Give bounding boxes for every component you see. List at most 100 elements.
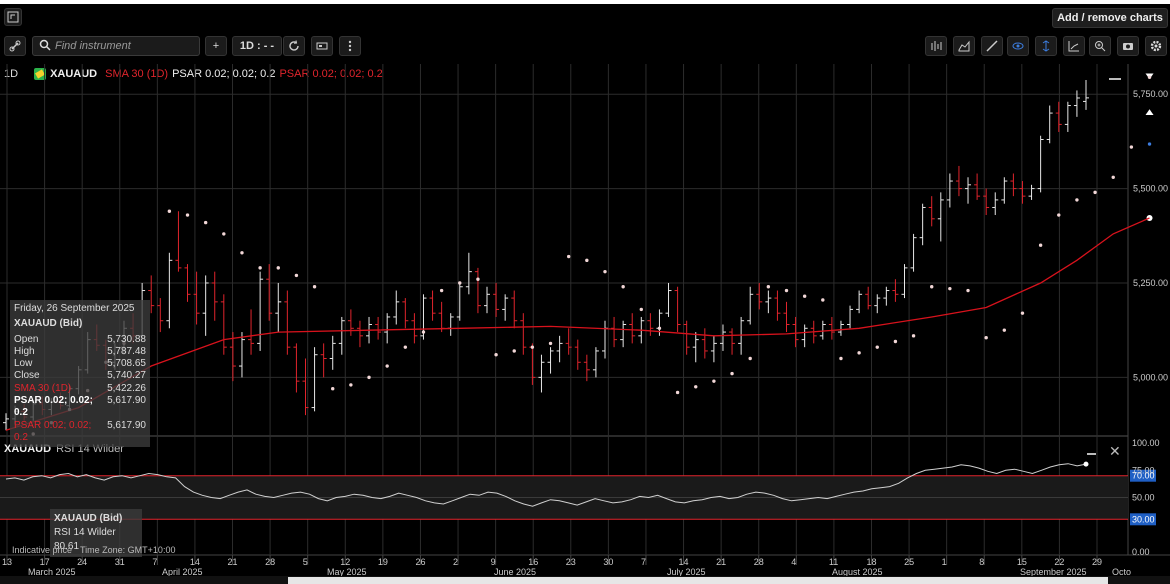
draw-line-icon[interactable] <box>981 36 1003 56</box>
more-options-icon[interactable] <box>339 36 361 56</box>
add-instrument-button[interactable]: + <box>205 36 227 56</box>
psar-dot <box>403 345 408 349</box>
rsi-pane-close-icon[interactable]: ✕ <box>1109 443 1121 459</box>
legend-psar-red[interactable]: PSAR 0.02; 0.02; 0.2 <box>279 68 383 80</box>
ohlc-bar <box>238 332 245 378</box>
x-day-label: 25 <box>904 557 914 567</box>
rsi-line <box>5 463 1087 507</box>
x-day-label: 1 <box>942 557 947 567</box>
link-icon[interactable] <box>4 36 26 56</box>
psar-dot <box>258 266 262 270</box>
axis-scale-icon[interactable] <box>1063 36 1085 56</box>
psar-dot <box>331 386 335 391</box>
refresh-icon[interactable] <box>283 36 305 56</box>
psar-dot <box>857 351 861 355</box>
x-day-label: 4 <box>791 557 796 567</box>
area-chart-icon[interactable] <box>953 36 975 56</box>
legend-psar-white[interactable]: PSAR 0.02; 0.02; 0.2 <box>172 68 276 80</box>
ohlc-bar <box>266 264 273 321</box>
search-input[interactable] <box>51 39 197 53</box>
ohlc-bar <box>1083 80 1089 110</box>
x-day-label: 16 <box>528 557 538 567</box>
ohlc-bar <box>1010 173 1017 197</box>
visibility-icon[interactable] <box>1007 36 1029 56</box>
psar-dot <box>911 334 916 338</box>
x-day-label: 21 <box>228 557 238 567</box>
ohlc-bar <box>529 343 536 385</box>
rsi-band-fill <box>0 475 1128 520</box>
camera-icon[interactable] <box>1117 36 1139 56</box>
chart-menu-icon[interactable] <box>4 8 22 26</box>
psar-dot <box>893 339 898 344</box>
tooltip-row-high: High 5,787.48 <box>14 345 146 357</box>
ohlc-bar <box>1064 101 1071 132</box>
ohlc-bar <box>601 320 608 359</box>
ohlc-bar <box>1073 90 1080 117</box>
x-day-label: 28 <box>265 557 275 567</box>
psar-dot <box>603 269 607 274</box>
x-day-label: 13 <box>2 557 12 567</box>
ohlc-bar <box>983 188 990 216</box>
legend-symbol[interactable]: XAUAUD <box>50 68 98 80</box>
ohlc-bar <box>202 275 209 336</box>
ohlc-bar <box>611 316 618 348</box>
y-tick-label: 5,250.00 <box>1133 278 1168 288</box>
ohlc-bar <box>311 347 318 412</box>
legend-sma[interactable]: SMA 30 (1D) <box>105 68 169 80</box>
time-scroll-bar[interactable] <box>0 576 1170 584</box>
ohlc-bar <box>856 290 863 314</box>
ohlc-bar <box>1055 101 1062 132</box>
ohlc-bar <box>547 347 554 374</box>
ohlc-bar <box>674 286 681 333</box>
ohlc-bar <box>384 313 391 344</box>
y-tick-label: 5,500.00 <box>1133 184 1168 194</box>
ohlc-bar <box>284 290 291 355</box>
crosshair-icon[interactable] <box>1035 36 1057 56</box>
scroll-thumb[interactable] <box>288 577 1108 584</box>
rsi-tick-label: 70.00 <box>1132 471 1155 481</box>
instrument-search[interactable] <box>32 36 200 56</box>
ohlc-bar <box>338 316 345 355</box>
ohlc-bar <box>756 282 763 310</box>
psar-dot <box>512 349 516 353</box>
x-day-label: 18 <box>866 557 876 567</box>
psar-dot <box>203 220 208 225</box>
ohlc-bar <box>257 271 264 351</box>
psar-dot <box>185 213 190 217</box>
psar-dot <box>966 288 970 293</box>
ohlc-bar <box>747 286 754 325</box>
add-remove-charts-button[interactable]: Add / remove charts <box>1052 8 1168 28</box>
psar-dot <box>621 285 625 289</box>
tooltip-row-sma: SMA 30 (1D) 5,422.26 <box>14 382 146 394</box>
psar-dot <box>1111 175 1115 179</box>
indicators-icon[interactable] <box>925 36 947 56</box>
psar-dot <box>730 371 734 376</box>
x-day-label: 2 <box>453 557 458 567</box>
zoom-icon[interactable] <box>1089 36 1111 56</box>
timezone-label[interactable]: Time Zone: GMT+10:00 <box>80 545 176 555</box>
psar-dot <box>1038 243 1043 247</box>
ohlc-bar <box>810 320 817 344</box>
psar-dot <box>839 356 843 361</box>
ohlc-bar <box>837 320 844 336</box>
rsi-pane-minimize-icon[interactable] <box>1087 453 1096 455</box>
psar-dot <box>1057 213 1061 217</box>
chart-type-icon[interactable] <box>311 36 333 56</box>
rsi-tick-label: 75.00 <box>1132 465 1155 475</box>
psar-dot <box>784 288 789 293</box>
rsi-last-point <box>1083 461 1089 467</box>
x-day-label: 23 <box>566 557 576 567</box>
x-day-label: 9 <box>491 557 496 567</box>
psar-dot <box>458 281 462 285</box>
interval-selector[interactable]: 1D : - - <box>232 36 282 56</box>
settings-gear-icon[interactable] <box>1145 36 1167 56</box>
psar-dot <box>930 285 934 289</box>
main-pane-minimize-icon[interactable] <box>1109 78 1121 80</box>
ohlc-bar <box>701 328 708 359</box>
ohlc-bar <box>783 301 790 333</box>
x-day-label: 28 <box>754 557 764 567</box>
ohlc-bar <box>3 413 9 431</box>
ohlc-bar <box>556 335 563 363</box>
instrument-flag-icon <box>34 68 47 80</box>
ohlc-bar <box>1046 105 1053 144</box>
